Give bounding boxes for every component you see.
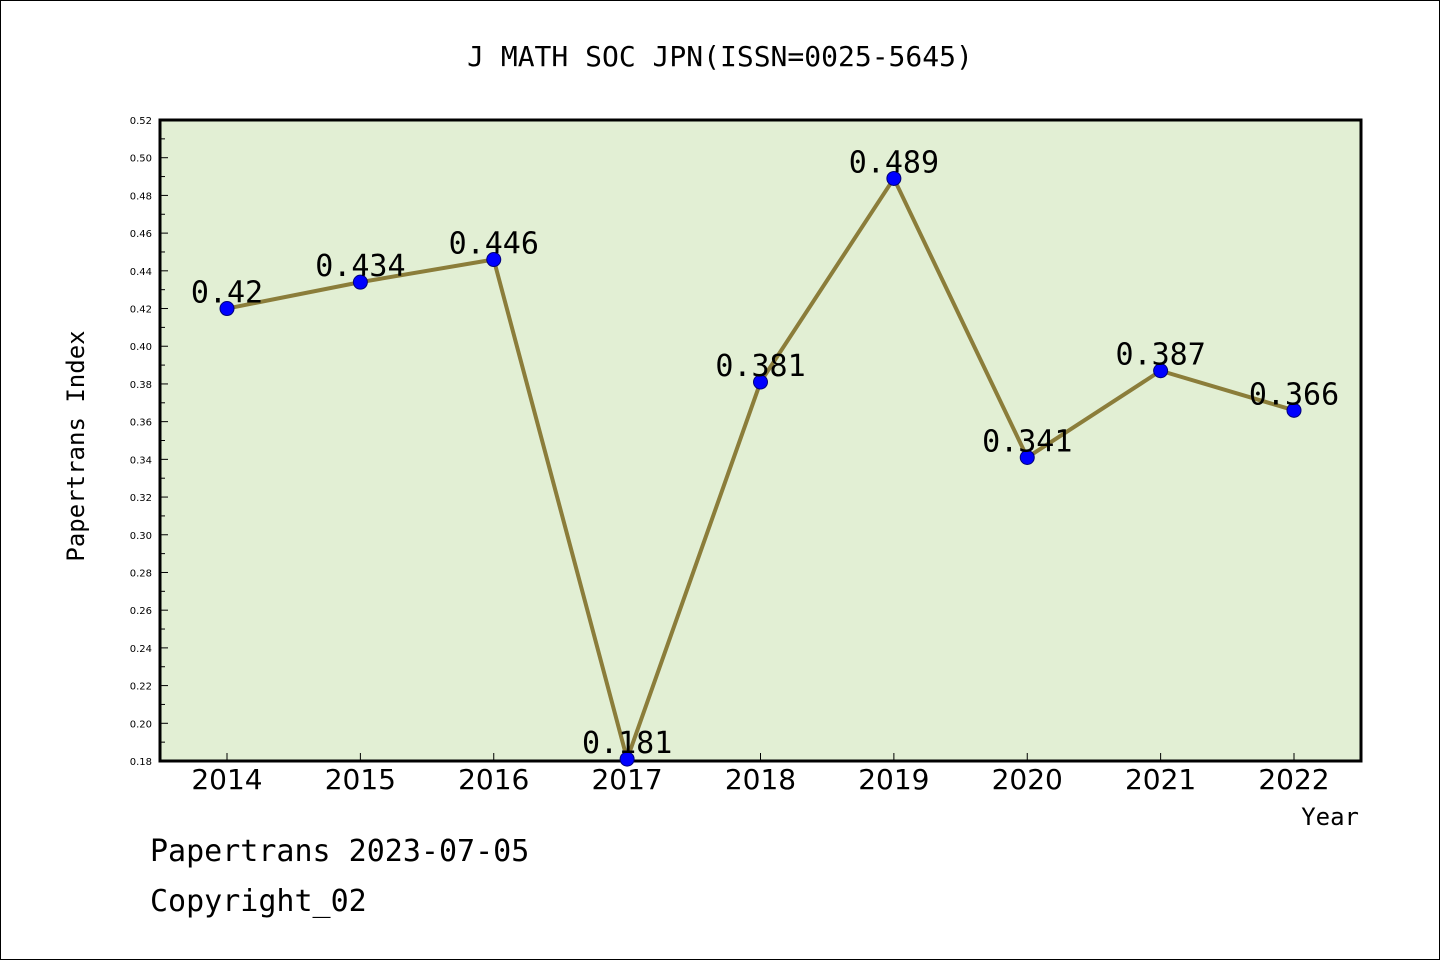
- data-point: [1286, 402, 1302, 418]
- x-tick-label: 2019: [858, 763, 929, 796]
- data-label: 0.341: [982, 424, 1072, 459]
- y-tick-label: 0.30: [130, 531, 152, 542]
- y-tick-label: 0.28: [130, 568, 152, 579]
- y-tick-label: 0.42: [130, 305, 152, 316]
- y-tick-label: 0.22: [130, 682, 152, 693]
- x-tick-label: 2020: [992, 763, 1063, 796]
- y-tick-label: 0.52: [130, 116, 152, 127]
- y-tick-label: 0.26: [130, 606, 152, 617]
- data-label: 0.181: [582, 726, 672, 761]
- data-point: [886, 170, 902, 186]
- y-tick-label: 0.24: [130, 644, 152, 655]
- y-tick-label: 0.40: [130, 342, 152, 353]
- data-label: 0.381: [715, 349, 805, 384]
- x-tick-label: 2021: [1125, 763, 1196, 796]
- footer-copyright: Copyright_02: [150, 884, 367, 919]
- data-point: [619, 751, 635, 767]
- data-label: 0.446: [449, 227, 539, 262]
- footer-date: Papertrans 2023-07-05: [150, 834, 530, 869]
- y-tick-label: 0.48: [130, 191, 152, 202]
- y-tick-label: 0.34: [130, 455, 152, 466]
- y-tick-label: 0.46: [130, 229, 152, 240]
- x-tick-label: 2015: [325, 763, 396, 796]
- plot-area: [158, 118, 1363, 763]
- data-point: [1153, 363, 1169, 379]
- y-tick-label: 0.50: [130, 154, 152, 165]
- y-tick-label: 0.20: [130, 719, 152, 730]
- x-tick-label: 2017: [591, 763, 662, 796]
- x-axis-label: Year: [1301, 803, 1359, 831]
- data-label: 0.42: [191, 276, 263, 311]
- y-tick-label: 0.32: [130, 493, 152, 504]
- data-point: [219, 301, 235, 317]
- chart-title: J MATH SOC JPN(ISSN=0025-5645): [467, 40, 973, 73]
- y-tick-label: 0.36: [130, 418, 152, 429]
- x-tick-label: 2016: [458, 763, 529, 796]
- y-axis: 0.18 0.20 0.22 0.24 0.26 0.28 0.30 0.32 0.34 0.36…: [130, 116, 168, 768]
- data-point: [1019, 449, 1035, 465]
- data-label: 0.366: [1249, 377, 1339, 412]
- series-line-group: 0.42 0.434 0.446 0.181 0.381 0.489 0.341 0.387 0…: [191, 145, 1339, 767]
- data-point: [753, 374, 768, 390]
- y-axis-label: Papertrans Index: [62, 330, 90, 561]
- y-tick-label: 0.18: [130, 757, 152, 768]
- y-tick-label: 0.44: [130, 267, 152, 278]
- data-label: 0.489: [849, 145, 939, 180]
- x-tick-label: 2018: [725, 763, 796, 796]
- data-label: 0.387: [1115, 338, 1205, 373]
- data-point: [352, 274, 368, 290]
- data-label: 0.434: [315, 249, 405, 284]
- x-tick-label: 2022: [1258, 763, 1329, 796]
- x-tick-label: 2014: [191, 763, 262, 796]
- y-tick-label: 0.38: [130, 380, 152, 391]
- data-point: [486, 252, 502, 268]
- x-axis: 2014 2015 2016 2017 2018 2019 2020 2021 2022: [191, 753, 1330, 796]
